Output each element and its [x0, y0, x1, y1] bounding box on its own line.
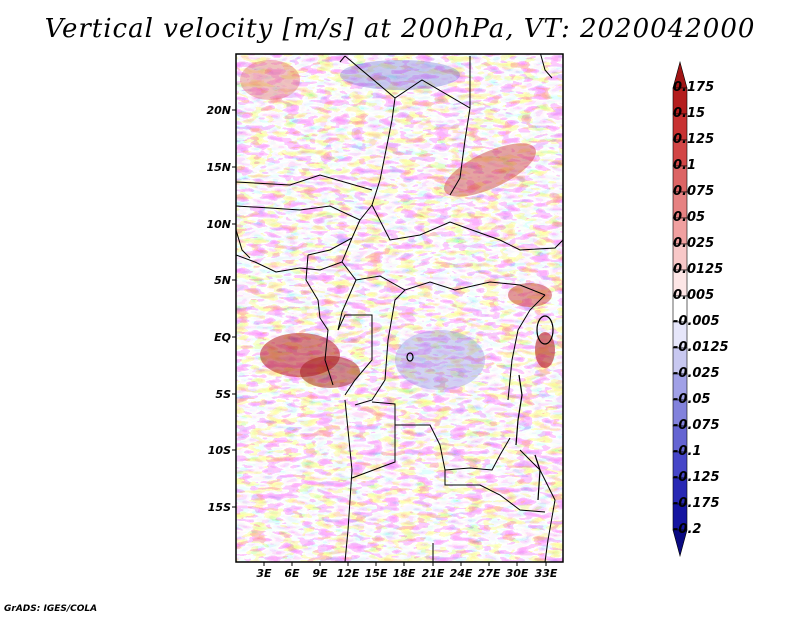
lon-label: 33E [534, 567, 558, 580]
lon-label: 30E [505, 567, 529, 580]
lat-label: EQ [214, 331, 231, 344]
lon-label: 15E [364, 567, 388, 580]
colorbar-label: -0.1 [673, 444, 702, 459]
colorbar-label: 0.025 [673, 236, 715, 251]
colorbar-label: 0.05 [673, 210, 706, 225]
colorbar-segment [672, 529, 688, 558]
lat-label: 10S [207, 444, 231, 457]
lon-label: 27E [477, 567, 501, 580]
colorbar-label: 0.1 [673, 158, 697, 173]
lat-label: 15S [207, 501, 231, 514]
lon-label: 9E [312, 567, 328, 580]
colorbar-label: -0.0125 [673, 340, 729, 355]
colorbar-label: 0.175 [673, 80, 715, 95]
colorbar-label: -0.05 [673, 392, 711, 407]
lat-label: 10N [206, 218, 231, 231]
chart-title: Vertical velocity [m/s] at 200hPa, VT: 2… [44, 14, 756, 44]
colorbar-label: 0.005 [673, 288, 715, 303]
lon-label: 12E [336, 567, 360, 580]
lat-label: 5S [215, 388, 231, 401]
lakes [406, 315, 554, 501]
map-frame [235, 53, 564, 563]
colorbar-label: -0.075 [673, 418, 720, 433]
colorbar-label: 0.15 [673, 106, 706, 121]
colorbar [672, 60, 688, 558]
colorbar-label: -0.2 [673, 522, 702, 537]
lon-label: 18E [392, 567, 416, 580]
lat-label: 15N [206, 161, 231, 174]
lon-label: 24E [449, 567, 473, 580]
lon-label: 6E [284, 567, 300, 580]
velocity-field [236, 54, 563, 562]
lon-label: 3E [256, 567, 272, 580]
credit-text: GrADS: IGES/COLA [4, 604, 98, 614]
colorbar-label: 0.0125 [673, 262, 724, 277]
colorbar-label: -0.005 [673, 314, 720, 329]
lat-label: 20N [206, 104, 231, 117]
colorbar-label: -0.125 [673, 470, 720, 485]
country-borders [236, 54, 563, 562]
colorbar-label: 0.125 [673, 132, 715, 147]
colorbar-label: 0.075 [673, 184, 715, 199]
colorbar-label: -0.175 [673, 496, 720, 511]
lat-label: 5N [214, 274, 231, 287]
lon-label: 21E [421, 567, 445, 580]
colorbar-label: -0.025 [673, 366, 720, 381]
